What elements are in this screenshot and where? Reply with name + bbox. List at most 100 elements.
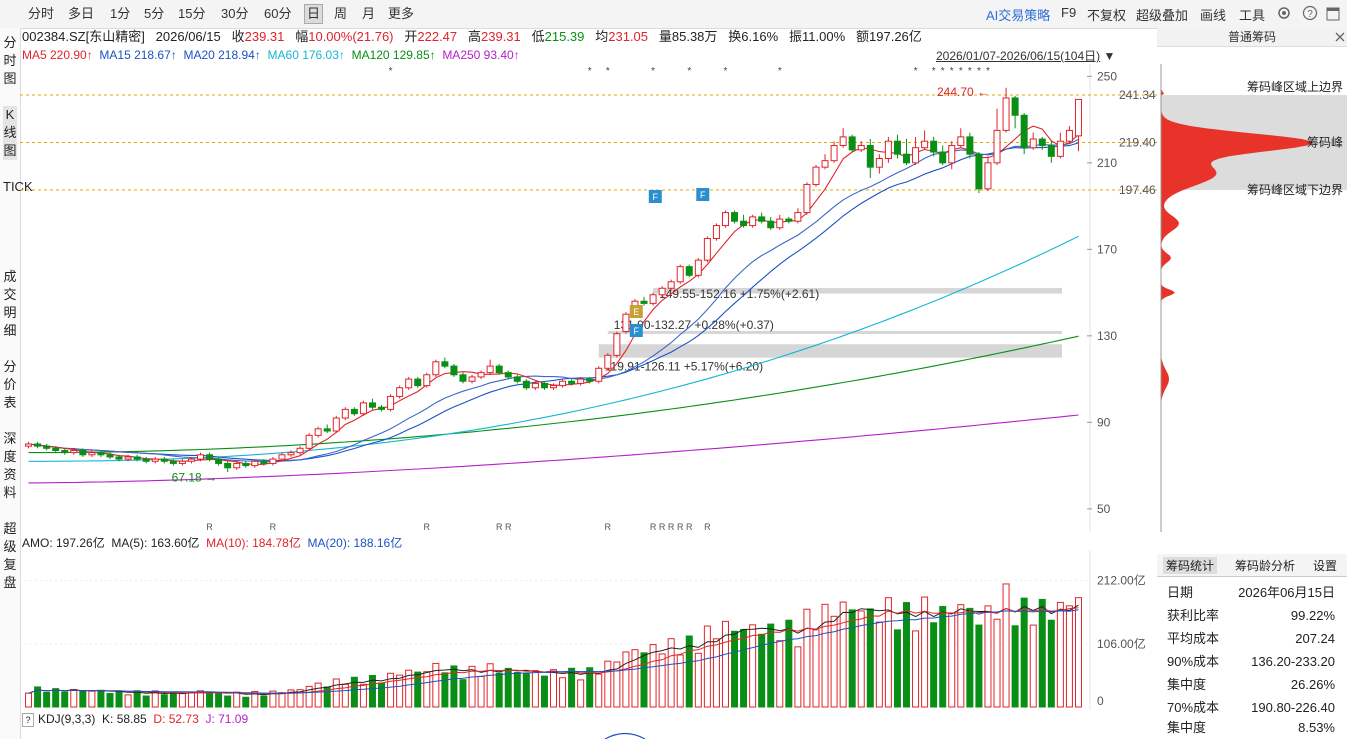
candle-body [604, 354, 612, 369]
volume-bar [703, 625, 711, 708]
y-tick-label: 130 [1097, 329, 1117, 343]
tab-day[interactable]: 日 [304, 4, 324, 24]
candle-body [1020, 114, 1028, 149]
dropdown-arrow-icon[interactable]: ▼ [1103, 49, 1116, 63]
star-marker: * [968, 66, 972, 77]
star-marker: * [941, 66, 945, 77]
nav-tick[interactable]: TICK [3, 179, 33, 194]
candle-body [441, 361, 449, 367]
volume-bar [1002, 583, 1010, 708]
f9-button[interactable]: F9 [1061, 5, 1077, 20]
tab-more[interactable]: 更多 [388, 6, 415, 21]
ma20-line [28, 142, 1079, 462]
volume-bar [224, 695, 232, 708]
tab-30min[interactable]: 30分 [221, 6, 249, 21]
amt-label: 额 [856, 29, 870, 44]
nav-trade-detail[interactable]: 成交明细 [3, 269, 17, 338]
volume-bar [486, 663, 494, 708]
close-value: 239.31 [244, 29, 285, 44]
candle-body [61, 449, 69, 454]
r-marker: R [206, 522, 213, 532]
no-adjust-button[interactable]: 不复权 [1087, 8, 1127, 23]
volume-bar [839, 601, 847, 708]
close-icon[interactable] [1334, 31, 1346, 43]
tools-button[interactable]: 工具 [1239, 8, 1266, 23]
tab-multiday[interactable]: 多日 [68, 6, 95, 21]
candle-body [178, 460, 186, 464]
tab-chip-stats[interactable]: 筹码统计 [1163, 557, 1218, 574]
window-icon[interactable] [1326, 7, 1340, 21]
kdj-d: D: 52.73 [153, 712, 199, 726]
tab-chip-settings[interactable]: 设置 [1313, 559, 1338, 573]
date-range[interactable]: 2026/01/07-2026/06/15(104日) ▼ [936, 47, 1115, 64]
candle-body [323, 428, 331, 432]
volume-bar [984, 605, 992, 708]
candle-body [948, 145, 956, 164]
volume-bar [830, 615, 838, 708]
candle-body [1065, 129, 1073, 142]
ma250-label: MA250 93.40↑ [442, 48, 520, 62]
volume-bar [350, 676, 358, 708]
candle-body [197, 454, 204, 460]
chip-tabs: 筹码统计 筹码龄分析 设置 [1157, 554, 1347, 577]
candle-body [984, 162, 992, 190]
volume-bar [1047, 619, 1055, 708]
candle-body [857, 145, 865, 151]
kdj-curve [604, 732, 646, 739]
volume-legend: AMO: 197.26亿 MA(5): 163.60亿 MA(10): 184.… [22, 534, 402, 551]
tab-chip-age[interactable]: 筹码龄分析 [1235, 559, 1296, 573]
r-marker: R [270, 522, 277, 532]
candle-body [550, 385, 557, 389]
help-icon[interactable]: ? [1302, 5, 1318, 21]
draw-line-button[interactable]: 画线 [1200, 8, 1227, 23]
tab-week[interactable]: 周 [334, 6, 348, 21]
volume-bar [658, 653, 666, 708]
volume-bar [43, 691, 51, 708]
ma60-label: MA60 176.03↑ [267, 48, 345, 62]
nav-kline-chart[interactable]: K线图 [3, 106, 17, 160]
chip-panel-header: 普通筹码 [1157, 28, 1347, 47]
tab-60min[interactable]: 60分 [264, 6, 292, 21]
volume-bar [604, 660, 612, 708]
stat-row: 集中度 26.26% [1167, 674, 1337, 696]
tab-5min[interactable]: 5分 [144, 6, 165, 21]
candle-body [667, 281, 675, 289]
help-icon[interactable]: ? [22, 713, 34, 727]
candle-body [124, 456, 132, 460]
gap-band [653, 287, 1062, 294]
r-marker: R [605, 522, 612, 532]
nav-minute-chart[interactable]: 分时图 [3, 35, 17, 86]
stat-row: 获利比率 99.22% [1167, 605, 1337, 627]
stat-value: 2026年06月15日 [1238, 585, 1335, 600]
stat-label: 90%成本 [1167, 654, 1220, 669]
volume-bar [296, 689, 304, 708]
volume-bar [88, 690, 96, 708]
stat-label: 日期 [1167, 585, 1194, 600]
volume-bar [903, 602, 910, 708]
candle-body [133, 456, 141, 460]
nav-depth-data[interactable]: 深度资料 [3, 431, 17, 500]
tab-15min[interactable]: 15分 [178, 6, 206, 21]
tab-month[interactable]: 月 [362, 6, 376, 21]
candle-body [740, 220, 748, 227]
candle-body [975, 153, 983, 190]
nav-super-replay[interactable]: 超级复盘 [3, 521, 17, 590]
ai-strategy-button[interactable]: AI交易策略 [986, 8, 1051, 23]
tab-minute[interactable]: 分时 [28, 6, 55, 21]
settings-gear-icon[interactable] [1276, 5, 1292, 21]
candle-body [749, 216, 757, 227]
super-overlay-button[interactable]: 超级叠加 [1136, 8, 1189, 23]
candle-body [531, 382, 539, 389]
candle-body [242, 462, 250, 467]
candle-body [513, 376, 521, 382]
y-tick-label: 170 [1097, 242, 1117, 256]
tab-1min[interactable]: 1分 [110, 6, 131, 21]
r-marker: R [659, 522, 666, 532]
nav-price-table[interactable]: 分价表 [3, 359, 17, 410]
vol-tick-label: 212.00亿 [1097, 573, 1146, 588]
volume-bar [359, 683, 367, 708]
volume-bar [749, 624, 757, 708]
volume-chart[interactable]: 0 106.00亿 212.00亿 [20, 550, 1157, 710]
volume-bar [513, 671, 521, 708]
